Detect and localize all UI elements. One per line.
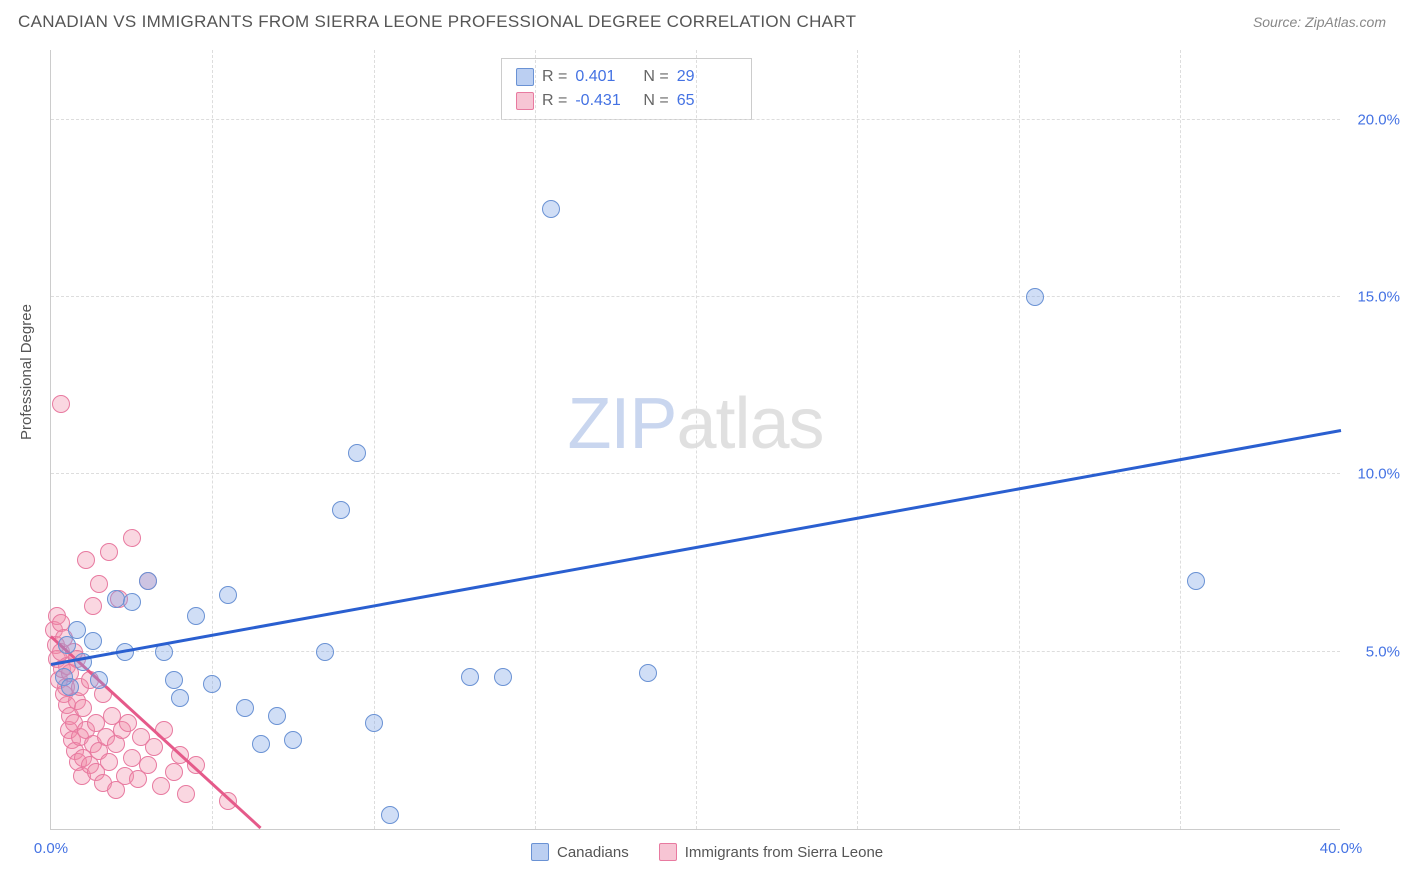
scatter-point-pink: [177, 785, 195, 803]
watermark-atlas: atlas: [676, 384, 823, 464]
n-label-1: N =: [643, 65, 668, 89]
scatter-point-blue: [219, 586, 237, 604]
scatter-point-blue: [461, 668, 479, 686]
legend-swatch-blue-icon: [531, 843, 549, 861]
scatter-point-blue: [284, 731, 302, 749]
scatter-point-pink: [77, 551, 95, 569]
scatter-point-blue: [1187, 572, 1205, 590]
y-tick-label: 15.0%: [1345, 289, 1400, 306]
scatter-point-blue: [348, 444, 366, 462]
stats-row-canadians: R = 0.401 N = 29: [516, 65, 737, 89]
scatter-point-blue: [165, 671, 183, 689]
scatter-point-blue: [123, 593, 141, 611]
gridline-v: [1180, 50, 1181, 829]
scatter-point-blue: [316, 643, 334, 661]
scatter-point-pink: [100, 753, 118, 771]
scatter-point-blue: [639, 664, 657, 682]
scatter-point-pink: [123, 529, 141, 547]
stats-legend-box: R = 0.401 N = 29 R = -0.431 N = 65: [501, 58, 752, 120]
legend-item-canadians: Canadians: [531, 843, 629, 861]
scatter-point-pink: [165, 763, 183, 781]
x-tick-label: 0.0%: [34, 840, 68, 857]
gridline-v: [535, 50, 536, 829]
n-value-1: 29: [677, 65, 737, 89]
scatter-point-pink: [100, 543, 118, 561]
scatter-point-pink: [145, 738, 163, 756]
bottom-legend: Canadians Immigrants from Sierra Leone: [531, 843, 883, 861]
scatter-point-blue: [187, 607, 205, 625]
y-axis-label: Professional Degree: [18, 304, 35, 440]
scatter-point-blue: [61, 678, 79, 696]
scatter-point-blue: [381, 806, 399, 824]
r-label-2: R =: [542, 89, 567, 113]
legend-label-canadians: Canadians: [557, 844, 629, 861]
swatch-blue-icon: [516, 68, 534, 86]
swatch-pink-icon: [516, 92, 534, 110]
scatter-point-blue: [252, 735, 270, 753]
scatter-point-blue: [203, 675, 221, 693]
watermark-zip: ZIP: [567, 384, 676, 464]
gridline-v: [374, 50, 375, 829]
n-label-2: N =: [643, 89, 668, 113]
scatter-point-blue: [542, 200, 560, 218]
x-tick-label: 40.0%: [1320, 840, 1363, 857]
scatter-point-pink: [52, 395, 70, 413]
r-value-1: 0.401: [575, 65, 635, 89]
r-label-1: R =: [542, 65, 567, 89]
source-attribution: Source: ZipAtlas.com: [1253, 14, 1386, 30]
legend-item-immigrants: Immigrants from Sierra Leone: [659, 843, 883, 861]
scatter-point-blue: [365, 714, 383, 732]
scatter-point-blue: [268, 707, 286, 725]
gridline-v: [696, 50, 697, 829]
n-value-2: 65: [677, 89, 737, 113]
y-tick-label: 5.0%: [1345, 643, 1400, 660]
scatter-point-pink: [90, 575, 108, 593]
gridline-v: [1019, 50, 1020, 829]
scatter-point-pink: [84, 597, 102, 615]
scatter-point-blue: [494, 668, 512, 686]
scatter-point-blue: [332, 501, 350, 519]
scatter-point-blue: [171, 689, 189, 707]
scatter-point-blue: [90, 671, 108, 689]
stats-row-immigrants: R = -0.431 N = 65: [516, 89, 737, 113]
legend-swatch-pink-icon: [659, 843, 677, 861]
scatter-point-blue: [84, 632, 102, 650]
scatter-point-blue: [236, 699, 254, 717]
scatter-point-blue: [107, 590, 125, 608]
scatter-point-pink: [139, 756, 157, 774]
scatter-point-blue: [68, 621, 86, 639]
gridline-v: [857, 50, 858, 829]
y-tick-label: 10.0%: [1345, 466, 1400, 483]
scatter-point-pink: [152, 777, 170, 795]
y-tick-label: 20.0%: [1345, 111, 1400, 128]
chart-title: CANADIAN VS IMMIGRANTS FROM SIERRA LEONE…: [18, 12, 856, 32]
gridline-v: [212, 50, 213, 829]
chart-plot-area: ZIPatlas R = 0.401 N = 29 R = -0.431 N =…: [50, 50, 1340, 830]
legend-label-immigrants: Immigrants from Sierra Leone: [685, 844, 883, 861]
scatter-point-blue: [1026, 288, 1044, 306]
scatter-point-blue: [139, 572, 157, 590]
r-value-2: -0.431: [575, 89, 635, 113]
